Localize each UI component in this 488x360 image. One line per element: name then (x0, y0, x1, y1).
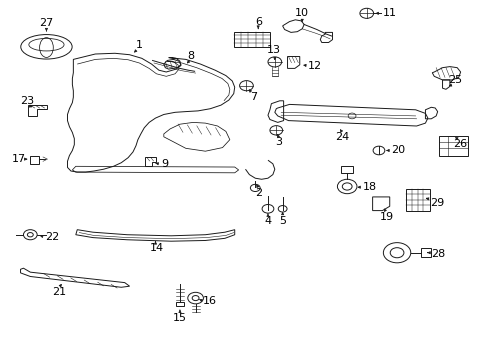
Text: 17: 17 (12, 154, 25, 164)
Text: 7: 7 (249, 92, 256, 102)
Text: 27: 27 (39, 18, 54, 28)
Text: 3: 3 (275, 137, 282, 147)
Text: 14: 14 (149, 243, 163, 253)
Text: 8: 8 (187, 51, 194, 61)
Text: 18: 18 (362, 182, 376, 192)
Text: 2: 2 (255, 188, 262, 198)
Text: 26: 26 (453, 139, 467, 149)
Text: 15: 15 (173, 312, 186, 323)
Text: 5: 5 (279, 216, 285, 226)
Text: 25: 25 (447, 75, 461, 85)
Text: 24: 24 (334, 132, 349, 142)
Text: 4: 4 (264, 216, 271, 226)
Text: 16: 16 (203, 296, 217, 306)
Text: 11: 11 (382, 8, 396, 18)
Text: 6: 6 (255, 17, 262, 27)
Text: 23: 23 (20, 96, 34, 106)
Text: 19: 19 (380, 212, 393, 222)
Text: 10: 10 (295, 8, 308, 18)
Text: 12: 12 (307, 60, 322, 71)
Text: 29: 29 (429, 198, 444, 208)
Text: 20: 20 (390, 145, 405, 156)
Text: 13: 13 (266, 45, 280, 55)
Text: 28: 28 (430, 249, 445, 259)
Text: 21: 21 (53, 287, 66, 297)
Text: 1: 1 (136, 40, 142, 50)
Text: 9: 9 (161, 159, 168, 169)
Text: 22: 22 (45, 232, 59, 242)
